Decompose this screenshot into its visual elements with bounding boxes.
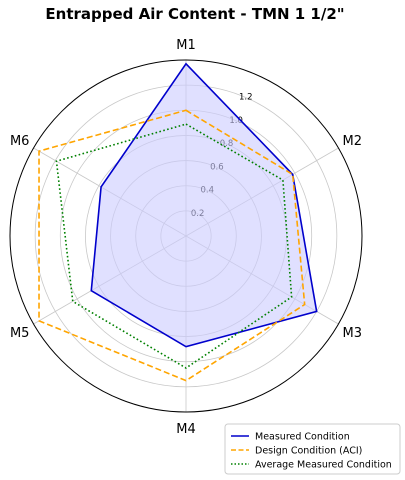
legend-box <box>224 423 401 475</box>
axis-label-m4: M4 <box>176 422 196 437</box>
axis-label-m1: M1 <box>176 38 196 53</box>
legend-label-2: Average Measured Condition <box>255 460 392 471</box>
axis-label-m6: M6 <box>10 134 30 149</box>
series-line-2 <box>55 123 293 369</box>
series-layer <box>38 62 318 382</box>
axis-label-m3: M3 <box>343 326 363 341</box>
legend-label-0: Measured Condition <box>255 432 350 443</box>
chart-title: Entrapped Air Content - TMN 1 1/2" <box>45 5 344 23</box>
series-line-0 <box>90 62 318 348</box>
rtick-label: 1.2 <box>239 93 253 103</box>
axis-labels: M1 M2 M3 M4 M5 M6 <box>10 38 362 437</box>
axis-label-m2: M2 <box>343 134 363 149</box>
legend: Measured Condition Design Condition (ACI)… <box>224 423 401 475</box>
axis-label-m5: M5 <box>10 326 30 341</box>
legend-label-1: Design Condition (ACI) <box>255 446 362 457</box>
outer-frame <box>9 59 363 413</box>
series-line-1 <box>38 109 306 382</box>
